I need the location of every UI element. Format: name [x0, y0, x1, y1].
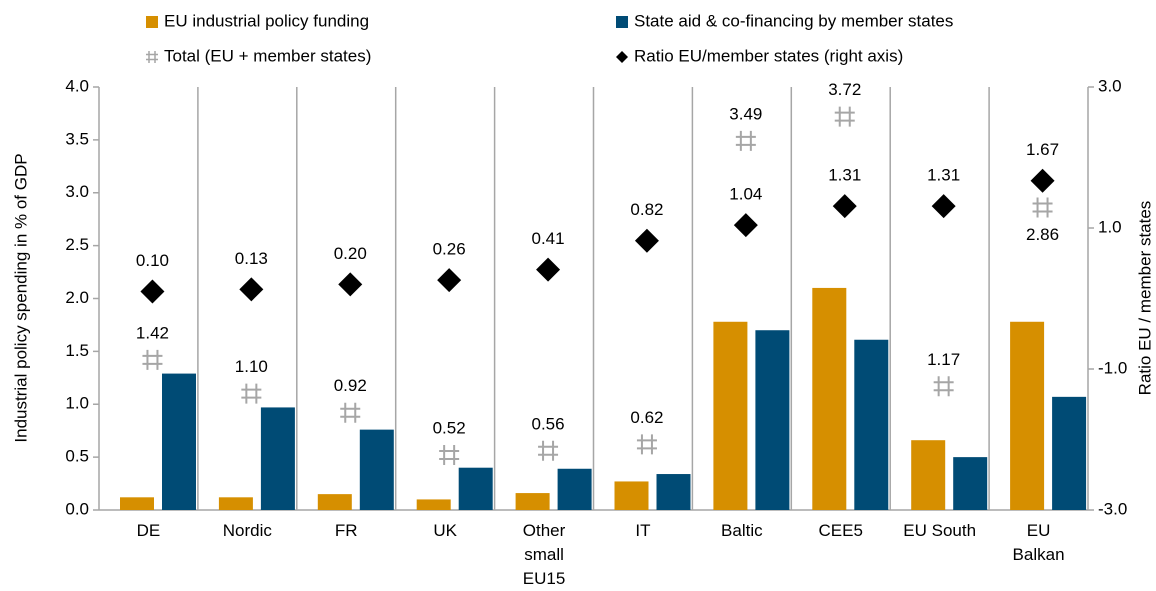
legend-label: Total (EU + member states) [164, 46, 371, 65]
bar [656, 474, 691, 510]
ratio-marker [437, 268, 462, 293]
y-tick-label: 0.5 [65, 447, 89, 466]
data-label: 0.62 [630, 408, 663, 427]
data-label: 3.49 [729, 104, 762, 123]
bar [458, 467, 493, 510]
y-tick-label: 2.0 [65, 288, 89, 307]
total-marker [142, 349, 163, 370]
legend-label: EU industrial policy funding [164, 11, 369, 30]
data-label: 0.26 [433, 240, 466, 259]
data-label: 0.56 [532, 414, 565, 433]
x-tick-label: CEE5 [819, 521, 863, 540]
x-tick-label: UK [433, 521, 457, 540]
y-tick-label: 1.5 [65, 341, 89, 360]
data-label: 0.41 [532, 229, 565, 248]
y-tick-label: 3.5 [65, 129, 89, 148]
legend-swatch [146, 16, 158, 28]
legend-swatch [616, 16, 628, 28]
ratio-marker [338, 272, 363, 297]
data-label: 1.42 [136, 323, 169, 342]
ratio-marker [1030, 168, 1055, 193]
bar [317, 494, 352, 510]
y-tick-label: 1.0 [65, 394, 89, 413]
total-marker [1032, 197, 1053, 218]
ratio-marker [536, 257, 561, 282]
data-label: 0.13 [235, 249, 268, 268]
x-tick-label: IT [635, 521, 650, 540]
y-tick-label: 0.0 [65, 499, 89, 518]
y-tick-label: 4.0 [65, 76, 89, 95]
bar [713, 321, 748, 510]
data-label: 2.86 [1026, 225, 1059, 244]
data-label: 1.31 [927, 166, 960, 185]
legend-swatch [616, 51, 628, 63]
data-label: 0.82 [630, 200, 663, 219]
ratio-marker [832, 194, 857, 219]
total-marker [538, 440, 559, 461]
y2-tick-label: -3.0 [1098, 499, 1127, 518]
bar [218, 497, 253, 510]
y2-tick-label: 1.0 [1098, 217, 1122, 236]
data-label: 0.52 [433, 418, 466, 437]
x-tick-label: Other small EU15 [523, 521, 566, 588]
legend-label: Ratio EU/member states (right axis) [634, 46, 903, 65]
x-tick-label: EU South [903, 521, 976, 540]
data-label: 1.17 [927, 350, 960, 369]
ratio-marker [634, 228, 659, 253]
bar [120, 497, 154, 510]
x-tick-label: EU Balkan [1013, 521, 1065, 564]
total-marker [834, 106, 855, 127]
bar [614, 481, 649, 510]
bar [755, 330, 790, 510]
data-label: 1.04 [729, 185, 762, 204]
bar [416, 499, 451, 510]
bar [854, 339, 889, 510]
bar [557, 468, 592, 510]
data-label: 1.10 [235, 357, 268, 376]
legend-label: State aid & co-financing by member state… [634, 11, 953, 30]
total-marker [439, 445, 460, 466]
bar [260, 407, 295, 510]
x-tick-label: Baltic [721, 521, 763, 540]
bar [812, 287, 847, 510]
y-tick-label: 2.5 [65, 235, 89, 254]
total-marker [241, 383, 262, 404]
x-tick-label: DE [137, 521, 161, 540]
ratio-marker [239, 277, 264, 302]
ratio-marker [733, 213, 758, 238]
x-tick-label: FR [335, 521, 358, 540]
x-tick-label: Nordic [223, 521, 273, 540]
y2-axis-label: Ratio EU / member states [1135, 201, 1154, 396]
bar [1010, 321, 1045, 510]
ratio-marker [931, 194, 956, 219]
bar [515, 493, 550, 510]
y-axis-label: Industrial policy spending in % of GDP [11, 153, 30, 442]
total-marker [340, 402, 361, 423]
ratio-marker [140, 279, 165, 304]
data-label: 3.72 [828, 80, 861, 99]
y-tick-label: 3.0 [65, 182, 89, 201]
data-label: 1.31 [828, 166, 861, 185]
bar [359, 429, 394, 510]
bar [911, 440, 946, 510]
y2-tick-label: -1.0 [1098, 358, 1127, 377]
data-label: 1.67 [1026, 140, 1059, 159]
y2-tick-label: 3.0 [1098, 76, 1122, 95]
bar [1052, 396, 1087, 510]
data-label: 0.92 [334, 376, 367, 395]
total-marker [933, 376, 954, 397]
total-marker [636, 434, 657, 455]
total-marker [735, 130, 756, 151]
legend-swatch [146, 51, 158, 63]
data-label: 0.10 [136, 251, 169, 270]
bar [953, 457, 988, 510]
data-label: 0.20 [334, 244, 367, 263]
bar [162, 373, 196, 510]
